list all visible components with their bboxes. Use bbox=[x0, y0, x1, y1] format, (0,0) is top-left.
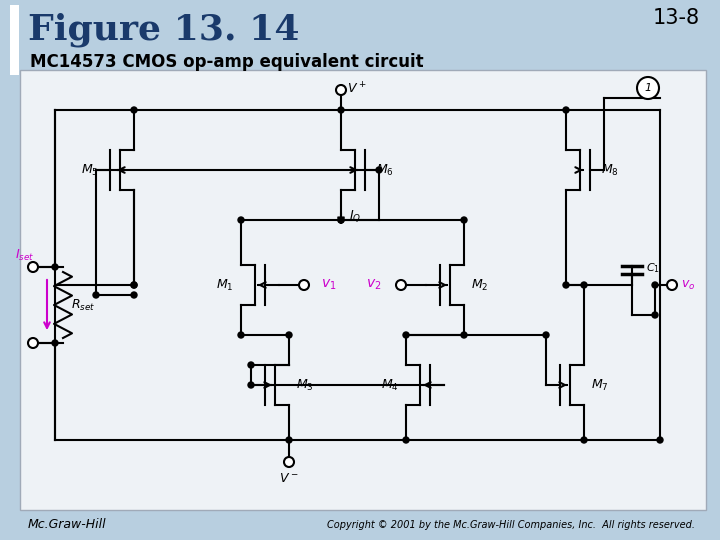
Circle shape bbox=[396, 280, 406, 290]
Text: $R_{set}$: $R_{set}$ bbox=[71, 298, 95, 313]
Circle shape bbox=[93, 292, 99, 298]
Circle shape bbox=[248, 362, 254, 368]
Text: $V^+$: $V^+$ bbox=[347, 82, 366, 97]
Circle shape bbox=[284, 457, 294, 467]
Text: $M_2$: $M_2$ bbox=[472, 278, 489, 293]
Circle shape bbox=[131, 107, 137, 113]
Circle shape bbox=[581, 437, 587, 443]
Circle shape bbox=[461, 217, 467, 223]
Circle shape bbox=[652, 282, 658, 288]
Bar bbox=[20, 70, 706, 510]
Circle shape bbox=[637, 77, 659, 99]
Circle shape bbox=[336, 85, 346, 95]
Circle shape bbox=[338, 107, 344, 113]
Text: MC14573 CMOS op-amp equivalent circuit: MC14573 CMOS op-amp equivalent circuit bbox=[30, 53, 423, 71]
Circle shape bbox=[131, 282, 137, 288]
Circle shape bbox=[543, 332, 549, 338]
Circle shape bbox=[131, 282, 137, 288]
Bar bbox=[10, 5, 19, 75]
Circle shape bbox=[403, 437, 409, 443]
Text: 1: 1 bbox=[644, 83, 652, 93]
Circle shape bbox=[248, 382, 254, 388]
Text: $v_2$: $v_2$ bbox=[366, 278, 382, 292]
Circle shape bbox=[286, 332, 292, 338]
Text: $V^-$: $V^-$ bbox=[279, 472, 299, 485]
Text: Copyright © 2001 by the Mc.Graw-Hill Companies, Inc.  All rights reserved.: Copyright © 2001 by the Mc.Graw-Hill Com… bbox=[327, 520, 695, 530]
Text: $C_1$: $C_1$ bbox=[646, 261, 660, 275]
Circle shape bbox=[238, 217, 244, 223]
Circle shape bbox=[403, 332, 409, 338]
Circle shape bbox=[286, 437, 292, 443]
Circle shape bbox=[52, 264, 58, 270]
Circle shape bbox=[652, 312, 658, 318]
Circle shape bbox=[52, 340, 58, 346]
Circle shape bbox=[238, 332, 244, 338]
Text: $M_6$: $M_6$ bbox=[376, 163, 394, 178]
Text: Mc.Graw-Hill: Mc.Graw-Hill bbox=[28, 518, 107, 531]
Circle shape bbox=[131, 292, 137, 298]
Circle shape bbox=[338, 217, 344, 223]
Circle shape bbox=[581, 282, 587, 288]
Circle shape bbox=[28, 262, 38, 272]
Text: Figure 13. 14: Figure 13. 14 bbox=[28, 13, 300, 47]
Circle shape bbox=[376, 167, 382, 173]
Circle shape bbox=[338, 217, 344, 223]
Circle shape bbox=[657, 437, 663, 443]
Text: $M_4$: $M_4$ bbox=[381, 377, 399, 393]
Text: $M_3$: $M_3$ bbox=[296, 377, 314, 393]
Text: $v_o$: $v_o$ bbox=[681, 279, 696, 292]
Circle shape bbox=[461, 332, 467, 338]
Text: 13-8: 13-8 bbox=[653, 8, 700, 28]
Text: $M_1$: $M_1$ bbox=[216, 278, 234, 293]
Circle shape bbox=[28, 338, 38, 348]
Text: $M_8$: $M_8$ bbox=[601, 163, 619, 178]
Text: $I_Q$: $I_Q$ bbox=[349, 208, 361, 224]
Text: $I_{set}$: $I_{set}$ bbox=[15, 247, 35, 262]
Text: $M_7$: $M_7$ bbox=[591, 377, 609, 393]
Text: $v_1$: $v_1$ bbox=[321, 278, 337, 292]
Circle shape bbox=[563, 107, 569, 113]
Circle shape bbox=[667, 280, 677, 290]
Circle shape bbox=[563, 282, 569, 288]
Text: $M_5$: $M_5$ bbox=[81, 163, 99, 178]
Circle shape bbox=[299, 280, 309, 290]
